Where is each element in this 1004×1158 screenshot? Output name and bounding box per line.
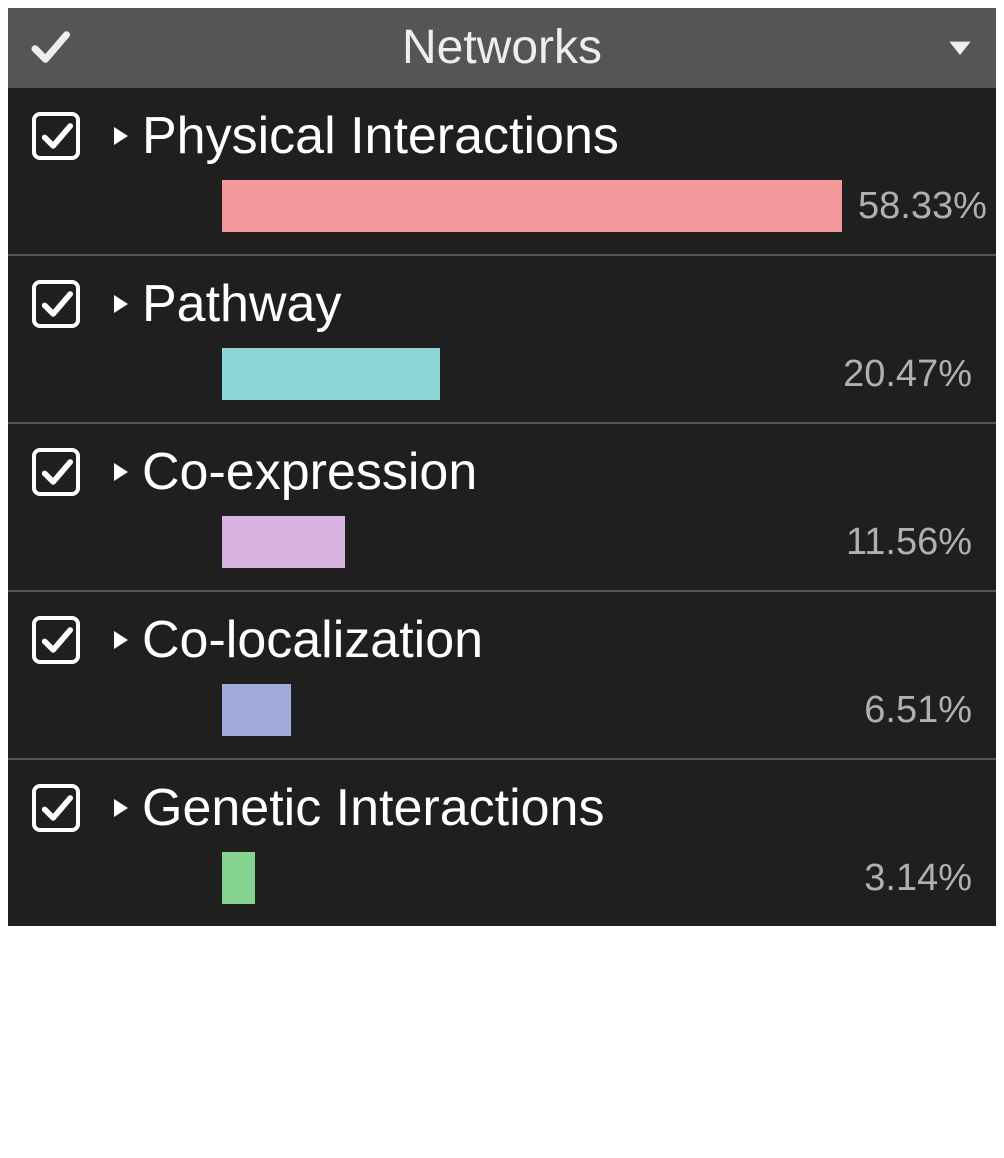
expand-caret-icon[interactable] bbox=[108, 288, 132, 320]
row-label: Co-localization bbox=[142, 610, 483, 670]
percent-label: 11.56% bbox=[830, 521, 972, 564]
expand-caret-icon[interactable] bbox=[108, 120, 132, 152]
bar-track bbox=[222, 684, 842, 736]
network-row-pathway: Pathway 20.47% bbox=[8, 254, 996, 422]
network-row-co-expression: Co-expression 11.56% bbox=[8, 422, 996, 590]
network-row-physical-interactions: Physical Interactions 58.33% bbox=[8, 86, 996, 254]
percent-label: 20.47% bbox=[827, 353, 972, 396]
checkbox-pathway[interactable] bbox=[32, 280, 80, 328]
bar-co-localization bbox=[222, 684, 291, 736]
network-row-co-localization: Co-localization 6.51% bbox=[8, 590, 996, 758]
network-row-genetic-interactions: Genetic Interactions 3.14% bbox=[8, 758, 996, 926]
checkbox-genetic-interactions[interactable] bbox=[32, 784, 80, 832]
row-label: Genetic Interactions bbox=[142, 778, 604, 838]
expand-caret-icon[interactable] bbox=[108, 792, 132, 824]
bar-physical-interactions bbox=[222, 180, 842, 232]
select-all-icon[interactable] bbox=[28, 26, 78, 68]
percent-label: 3.14% bbox=[848, 857, 972, 900]
panel-header: Networks bbox=[8, 8, 996, 86]
bar-track bbox=[222, 180, 842, 232]
networks-panel: Networks Physical Interactions bbox=[8, 8, 996, 926]
checkbox-co-expression[interactable] bbox=[32, 448, 80, 496]
checkbox-physical-interactions[interactable] bbox=[32, 112, 80, 160]
panel-menu-caret-icon[interactable] bbox=[926, 31, 976, 63]
bar-co-expression bbox=[222, 516, 345, 568]
bar-track bbox=[222, 852, 842, 904]
percent-label: 6.51% bbox=[848, 689, 972, 732]
panel-title: Networks bbox=[78, 20, 926, 75]
row-label: Pathway bbox=[142, 274, 341, 334]
bar-track bbox=[222, 516, 830, 568]
row-label: Physical Interactions bbox=[142, 106, 619, 166]
checkbox-co-localization[interactable] bbox=[32, 616, 80, 664]
bar-track bbox=[222, 348, 827, 400]
expand-caret-icon[interactable] bbox=[108, 456, 132, 488]
bar-pathway bbox=[222, 348, 440, 400]
bar-genetic-interactions bbox=[222, 852, 255, 904]
percent-label: 58.33% bbox=[842, 185, 987, 228]
row-label: Co-expression bbox=[142, 442, 477, 502]
expand-caret-icon[interactable] bbox=[108, 624, 132, 656]
